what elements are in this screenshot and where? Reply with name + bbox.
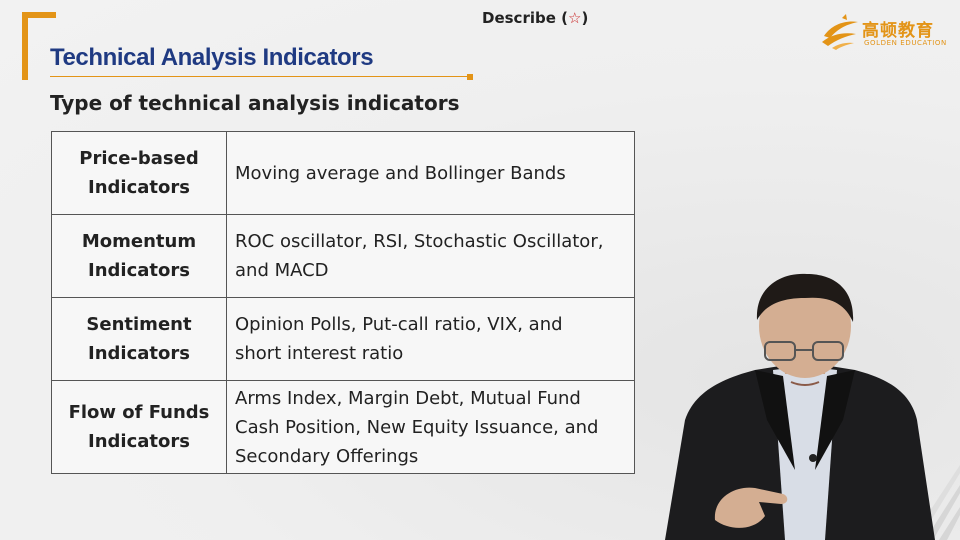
examples-text: ROC oscillator, RSI, Stochastic Oscillat… <box>235 231 604 252</box>
logo-english-name: GOLDEN EDUCATION <box>864 39 947 47</box>
examples-text: Opinion Polls, Put-call ratio, VIX, and <box>235 314 563 335</box>
category-label: Indicators <box>88 343 190 364</box>
examples-cell: ROC oscillator, RSI, Stochastic Oscillat… <box>226 214 635 298</box>
golden-education-logo-icon <box>822 14 858 50</box>
category-label: Indicators <box>88 260 190 281</box>
category-label: Price-based <box>79 148 199 169</box>
category-label: Indicators <box>88 431 190 452</box>
indicator-table: Price-based Indicators Moving average an… <box>51 131 635 474</box>
describe-close: ) <box>581 9 589 27</box>
title-underline <box>50 76 470 77</box>
category-label: Flow of Funds <box>68 402 210 423</box>
slide-title: Technical Analysis Indicators <box>50 44 374 71</box>
examples-text: Arms Index, Margin Debt, Mutual Fund <box>235 387 581 409</box>
category-cell: Flow of Funds Indicators <box>51 380 227 474</box>
category-cell: Momentum Indicators <box>51 214 227 298</box>
category-label: Momentum <box>81 231 197 252</box>
describe-label: Describe (☆) <box>482 9 588 27</box>
star-icon: ☆ <box>567 9 582 27</box>
describe-text: Describe ( <box>482 9 568 27</box>
table-heading: Type of technical analysis indicators <box>50 91 460 115</box>
category-cell: Sentiment Indicators <box>51 297 227 381</box>
category-label: Sentiment <box>86 314 192 335</box>
table-row: Momentum Indicators ROC oscillator, RSI,… <box>51 214 635 298</box>
presenter-video <box>665 273 935 540</box>
examples-text: short interest ratio <box>235 343 404 364</box>
category-cell: Price-based Indicators <box>51 131 227 215</box>
category-label: Indicators <box>88 177 190 198</box>
examples-cell: Arms Index, Margin Debt, Mutual Fund Cas… <box>226 380 635 474</box>
examples-text: Secondary Offerings <box>235 445 419 467</box>
corner-bracket-decoration <box>22 12 56 80</box>
examples-cell: Opinion Polls, Put-call ratio, VIX, and … <box>226 297 635 381</box>
examples-cell: Moving average and Bollinger Bands <box>226 131 635 215</box>
examples-text: and MACD <box>235 260 329 281</box>
logo-chinese-name: 高顿教育 <box>862 21 934 41</box>
examples-text: Moving average and Bollinger Bands <box>235 162 566 184</box>
table-row: Sentiment Indicators Opinion Polls, Put-… <box>51 297 635 381</box>
table-row: Price-based Indicators Moving average an… <box>51 131 635 215</box>
golden-education-logo: 高顿教育 GOLDEN EDUCATION <box>820 12 947 54</box>
title-underline-dot <box>467 74 473 80</box>
examples-text: Cash Position, New Equity Issuance, and <box>235 416 599 438</box>
table-row: Flow of Funds Indicators Arms Index, Mar… <box>51 380 635 474</box>
